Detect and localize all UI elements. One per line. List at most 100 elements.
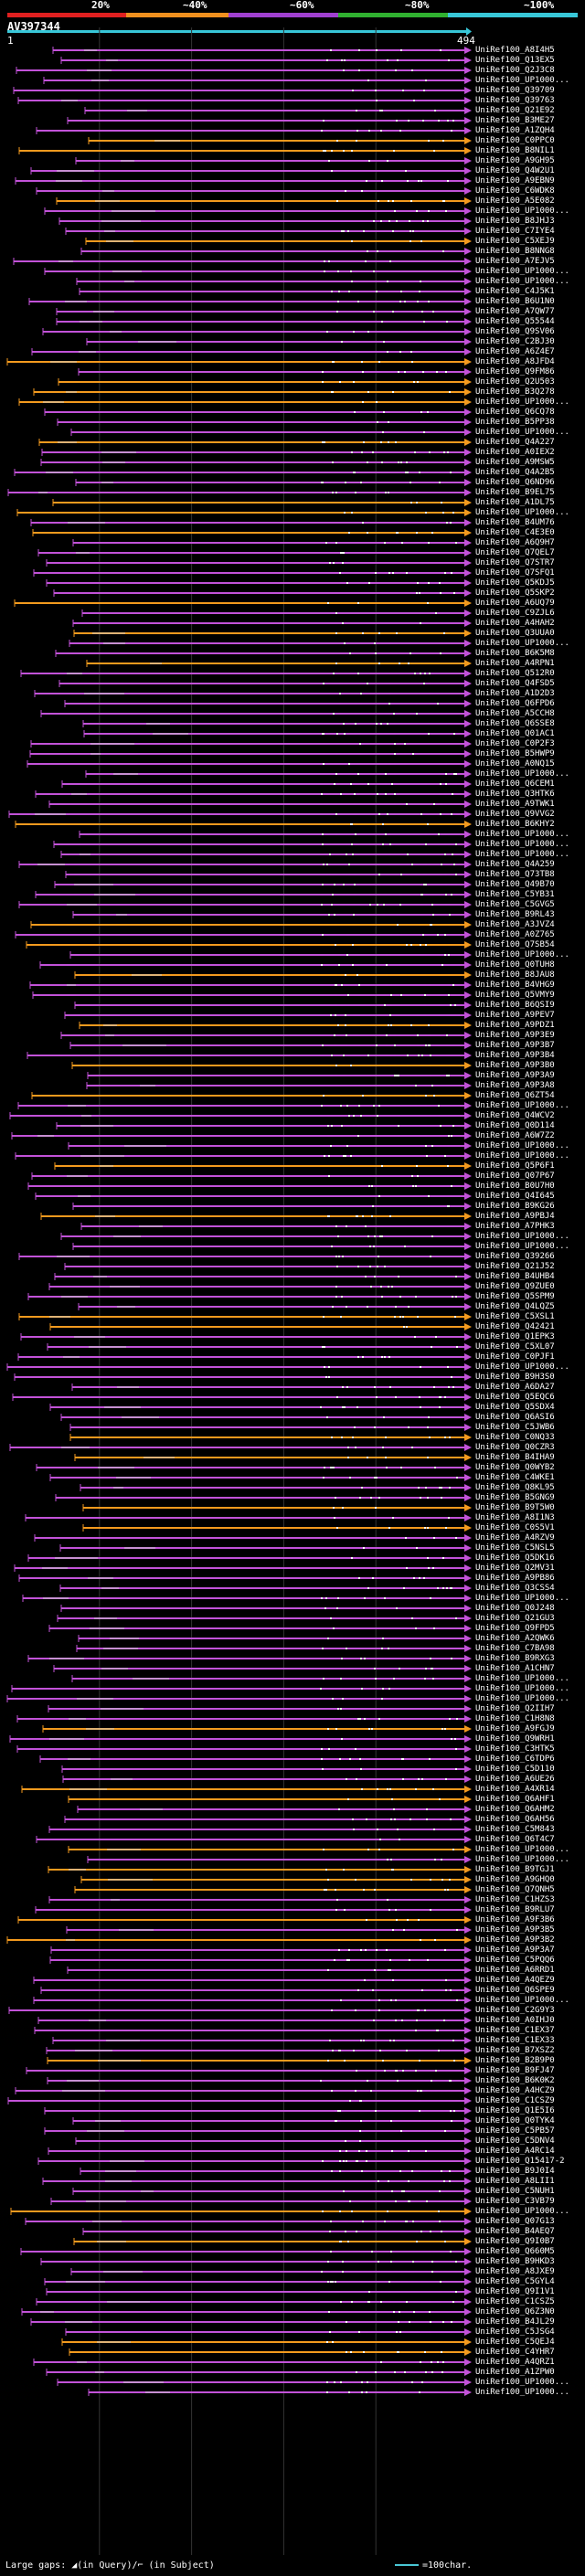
hit-label[interactable]: UniRef100_Q6SPE9 (475, 1986, 555, 1995)
hit-label[interactable]: UniRef100_Q49B70 (475, 880, 555, 889)
hit-label[interactable]: UniRef100_A8JFD4 (475, 357, 555, 366)
hit-label[interactable]: UniRef100_C1HZS3 (475, 1895, 555, 1904)
hit-label[interactable]: UniRef100_A4QRZ1 (475, 2358, 555, 2367)
hit-label[interactable]: UniRef100_Q21J52 (475, 1262, 555, 1271)
hit-label[interactable]: UniRef100_UP1000... (475, 1996, 569, 2005)
hit-label[interactable]: UniRef100_Q0J248 (475, 1604, 555, 1613)
hit-label[interactable]: UniRef100_Q3CSS4 (475, 1584, 555, 1593)
hit-label[interactable]: UniRef100_B3ME27 (475, 116, 555, 125)
hit-label[interactable]: UniRef100_A1D2D3 (475, 689, 555, 698)
hit-label[interactable]: UniRef100_C5GVG5 (475, 900, 555, 909)
hit-label[interactable]: UniRef100_A7EJV5 (475, 257, 555, 266)
hit-label[interactable]: UniRef100_Q39763 (475, 96, 555, 105)
hit-label[interactable]: UniRef100_A9GH95 (475, 156, 555, 165)
hit-label[interactable]: UniRef100_UP1000... (475, 1101, 569, 1110)
hit-label[interactable]: UniRef100_Q5SPM9 (475, 1292, 555, 1301)
hit-label[interactable]: UniRef100_Q9WRH1 (475, 1734, 555, 1744)
hit-label[interactable]: UniRef100_A9F3B6 (475, 1915, 555, 1924)
hit-label[interactable]: UniRef100_C5YB31 (475, 890, 555, 899)
hit-label[interactable]: UniRef100_Q4WCV2 (475, 1111, 555, 1120)
hit-label[interactable]: UniRef100_B7XSZ2 (475, 2046, 555, 2055)
hit-label[interactable]: UniRef100_Q6SSE8 (475, 719, 555, 728)
hit-label[interactable]: UniRef100_A9P3A8 (475, 1081, 555, 1090)
hit-label[interactable]: UniRef100_A9PBJ4 (475, 1212, 555, 1221)
hit-label[interactable]: UniRef100_A1ZQH4 (475, 126, 555, 135)
hit-label[interactable]: UniRef100_C5XL07 (475, 1342, 555, 1352)
hit-label[interactable]: UniRef100_B4UHB4 (475, 1272, 555, 1281)
hit-label[interactable]: UniRef100_A0IEX2 (475, 448, 555, 457)
hit-label[interactable]: UniRef100_Q39709 (475, 86, 555, 95)
hit-label[interactable]: UniRef100_B4IHA9 (475, 1453, 555, 1462)
hit-label[interactable]: UniRef100_UP1000... (475, 267, 569, 276)
hit-label[interactable]: UniRef100_Q21E92 (475, 106, 555, 115)
hit-label[interactable]: UniRef100_A6UQ79 (475, 599, 555, 608)
hit-label[interactable]: UniRef100_UP1000... (475, 1694, 569, 1703)
hit-label[interactable]: UniRef100_A4HAH2 (475, 619, 555, 628)
hit-label[interactable]: UniRef100_Q0TUH8 (475, 960, 555, 970)
hit-label[interactable]: UniRef100_B4UM76 (475, 518, 555, 527)
hit-label[interactable]: UniRef100_Q9I0B7 (475, 2237, 555, 2246)
hit-label[interactable]: UniRef100_C5QEJ4 (475, 2337, 555, 2347)
hit-label[interactable]: UniRef100_B8JHJ3 (475, 217, 555, 226)
hit-label[interactable]: UniRef100_A0IHJ0 (475, 2016, 555, 2025)
hit-label[interactable]: UniRef100_UP1000... (475, 1674, 569, 1683)
hit-label[interactable]: UniRef100_UP1000... (475, 1362, 569, 1372)
hit-label[interactable]: UniRef100_B4AEQ7 (475, 2227, 555, 2236)
hit-label[interactable]: UniRef100_Q5SDX4 (475, 1403, 555, 1412)
hit-label[interactable]: UniRef100_C5GYL4 (475, 2277, 555, 2286)
hit-label[interactable]: UniRef100_A4RZV9 (475, 1533, 555, 1542)
hit-label[interactable]: UniRef100_Q6Z3N0 (475, 2307, 555, 2316)
hit-label[interactable]: UniRef100_UP1000... (475, 1151, 569, 1161)
hit-label[interactable]: UniRef100_Q3UUA0 (475, 629, 555, 638)
hit-label[interactable]: UniRef100_B2B9P0 (475, 2056, 555, 2065)
hit-label[interactable]: UniRef100_UP1000... (475, 639, 569, 648)
hit-label[interactable]: UniRef100_B9KG26 (475, 1202, 555, 1211)
hit-label[interactable]: UniRef100_A8JXE9 (475, 2267, 555, 2276)
hit-label[interactable]: UniRef100_B9J0I4 (475, 2167, 555, 2176)
hit-label[interactable]: UniRef100_A4HCZ9 (475, 2086, 555, 2095)
hit-label[interactable]: UniRef100_UP1000... (475, 277, 569, 286)
hit-label[interactable]: UniRef100_A6DA27 (475, 1383, 555, 1392)
hit-label[interactable]: UniRef100_UP1000... (475, 428, 569, 437)
hit-label[interactable]: UniRef100_A8LII1 (475, 2177, 555, 2186)
hit-label[interactable]: UniRef100_Q1EPK3 (475, 1332, 555, 1341)
hit-label[interactable]: UniRef100_Q5KDJ5 (475, 578, 555, 588)
hit-label[interactable]: UniRef100_A2QWK6 (475, 1634, 555, 1643)
hit-label[interactable]: UniRef100_A9PB86 (475, 1574, 555, 1583)
hit-label[interactable]: UniRef100_A9P3A7 (475, 1945, 555, 1955)
hit-label[interactable]: UniRef100_UP1000... (475, 840, 569, 849)
hit-label[interactable]: UniRef100_Q4A2B5 (475, 468, 555, 477)
hit-label[interactable]: UniRef100_Q3HTK6 (475, 790, 555, 799)
hit-label[interactable]: UniRef100_Q7SB54 (475, 940, 555, 949)
hit-label[interactable]: UniRef100_A9P3B7 (475, 1041, 555, 1050)
hit-label[interactable]: UniRef100_B8NIL1 (475, 146, 555, 155)
hit-label[interactable]: UniRef100_Q6AHM2 (475, 1805, 555, 1814)
hit-label[interactable]: UniRef100_A9FGJ9 (475, 1724, 555, 1733)
hit-label[interactable]: UniRef100_B9TGJ1 (475, 1865, 555, 1874)
hit-label[interactable]: UniRef100_A6W7Z2 (475, 1131, 555, 1140)
hit-label[interactable]: UniRef100_Q6ND96 (475, 478, 555, 487)
hit-label[interactable]: UniRef100_B5GNG9 (475, 1493, 555, 1502)
hit-label[interactable]: UniRef100_Q6ZT54 (475, 1091, 555, 1100)
hit-label[interactable]: UniRef100_Q5VMY9 (475, 991, 555, 1000)
hit-label[interactable]: UniRef100_A5E082 (475, 196, 555, 206)
hit-label[interactable]: UniRef100_Q0D114 (475, 1121, 555, 1130)
hit-label[interactable]: UniRef100_A8I4H5 (475, 46, 555, 55)
hit-label[interactable]: UniRef100_C5NSL5 (475, 1543, 555, 1553)
hit-label[interactable]: UniRef100_B9H3S0 (475, 1373, 555, 1382)
hit-label[interactable]: UniRef100_A6Q9H7 (475, 538, 555, 547)
hit-label[interactable]: UniRef100_A8I1N3 (475, 1513, 555, 1522)
hit-label[interactable]: UniRef100_B9EL75 (475, 488, 555, 497)
hit-label[interactable]: UniRef100_UP1000... (475, 398, 569, 407)
hit-label[interactable]: UniRef100_Q9VVG2 (475, 810, 555, 819)
hit-label[interactable]: UniRef100_B3Q278 (475, 387, 555, 397)
hit-label[interactable]: UniRef100_Q4LQZ5 (475, 1302, 555, 1311)
hit-label[interactable]: UniRef100_B8NNG8 (475, 247, 555, 256)
hit-label[interactable]: UniRef100_A9P3B2 (475, 1935, 555, 1945)
hit-label[interactable]: UniRef100_A6UE26 (475, 1775, 555, 1784)
hit-label[interactable]: UniRef100_A9TWK1 (475, 800, 555, 809)
hit-label[interactable]: UniRef100_Q07G13 (475, 2217, 555, 2226)
hit-label[interactable]: UniRef100_C1CSZ5 (475, 2297, 555, 2306)
hit-label[interactable]: UniRef100_UP1000... (475, 1242, 569, 1251)
hit-label[interactable]: UniRef100_C5DNV4 (475, 2136, 555, 2146)
